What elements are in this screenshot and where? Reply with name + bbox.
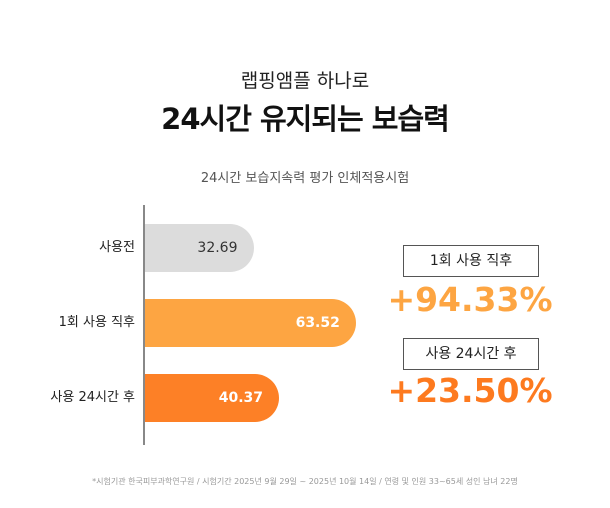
callout-label-2: 사용 24시간 후 (403, 338, 539, 370)
category-label: 사용전 (99, 240, 135, 255)
callout-label-1: 1회 사용 직후 (403, 245, 539, 277)
bar-value-label: 63.52 (295, 315, 340, 331)
bar: 63.52 (145, 299, 356, 347)
bar-value-label: 40.37 (218, 390, 264, 406)
chart-title: 24시간 보습지속력 평가 인체적용시험 (200, 171, 410, 186)
category-label: 1회 사용 직후 (58, 315, 135, 330)
category-label: 사용 24시간 후 (50, 390, 135, 405)
bar: 32.69 (145, 224, 254, 272)
y-axis-line (143, 205, 145, 445)
subtitle: 랩핑앰플 하나로 (240, 70, 370, 92)
bar-value-label: 32.69 (197, 240, 238, 256)
callout-value-2: +23.50% (387, 371, 553, 410)
headline: 24시간 유지되는 보습력 (161, 102, 450, 136)
callout-value-1: +94.33% (387, 280, 553, 319)
bar: 40.37 (145, 374, 280, 422)
footnote: *시험기관 한국피부과학연구원 / 시험기간 2025년 9월 29일 ~ 20… (92, 477, 518, 486)
